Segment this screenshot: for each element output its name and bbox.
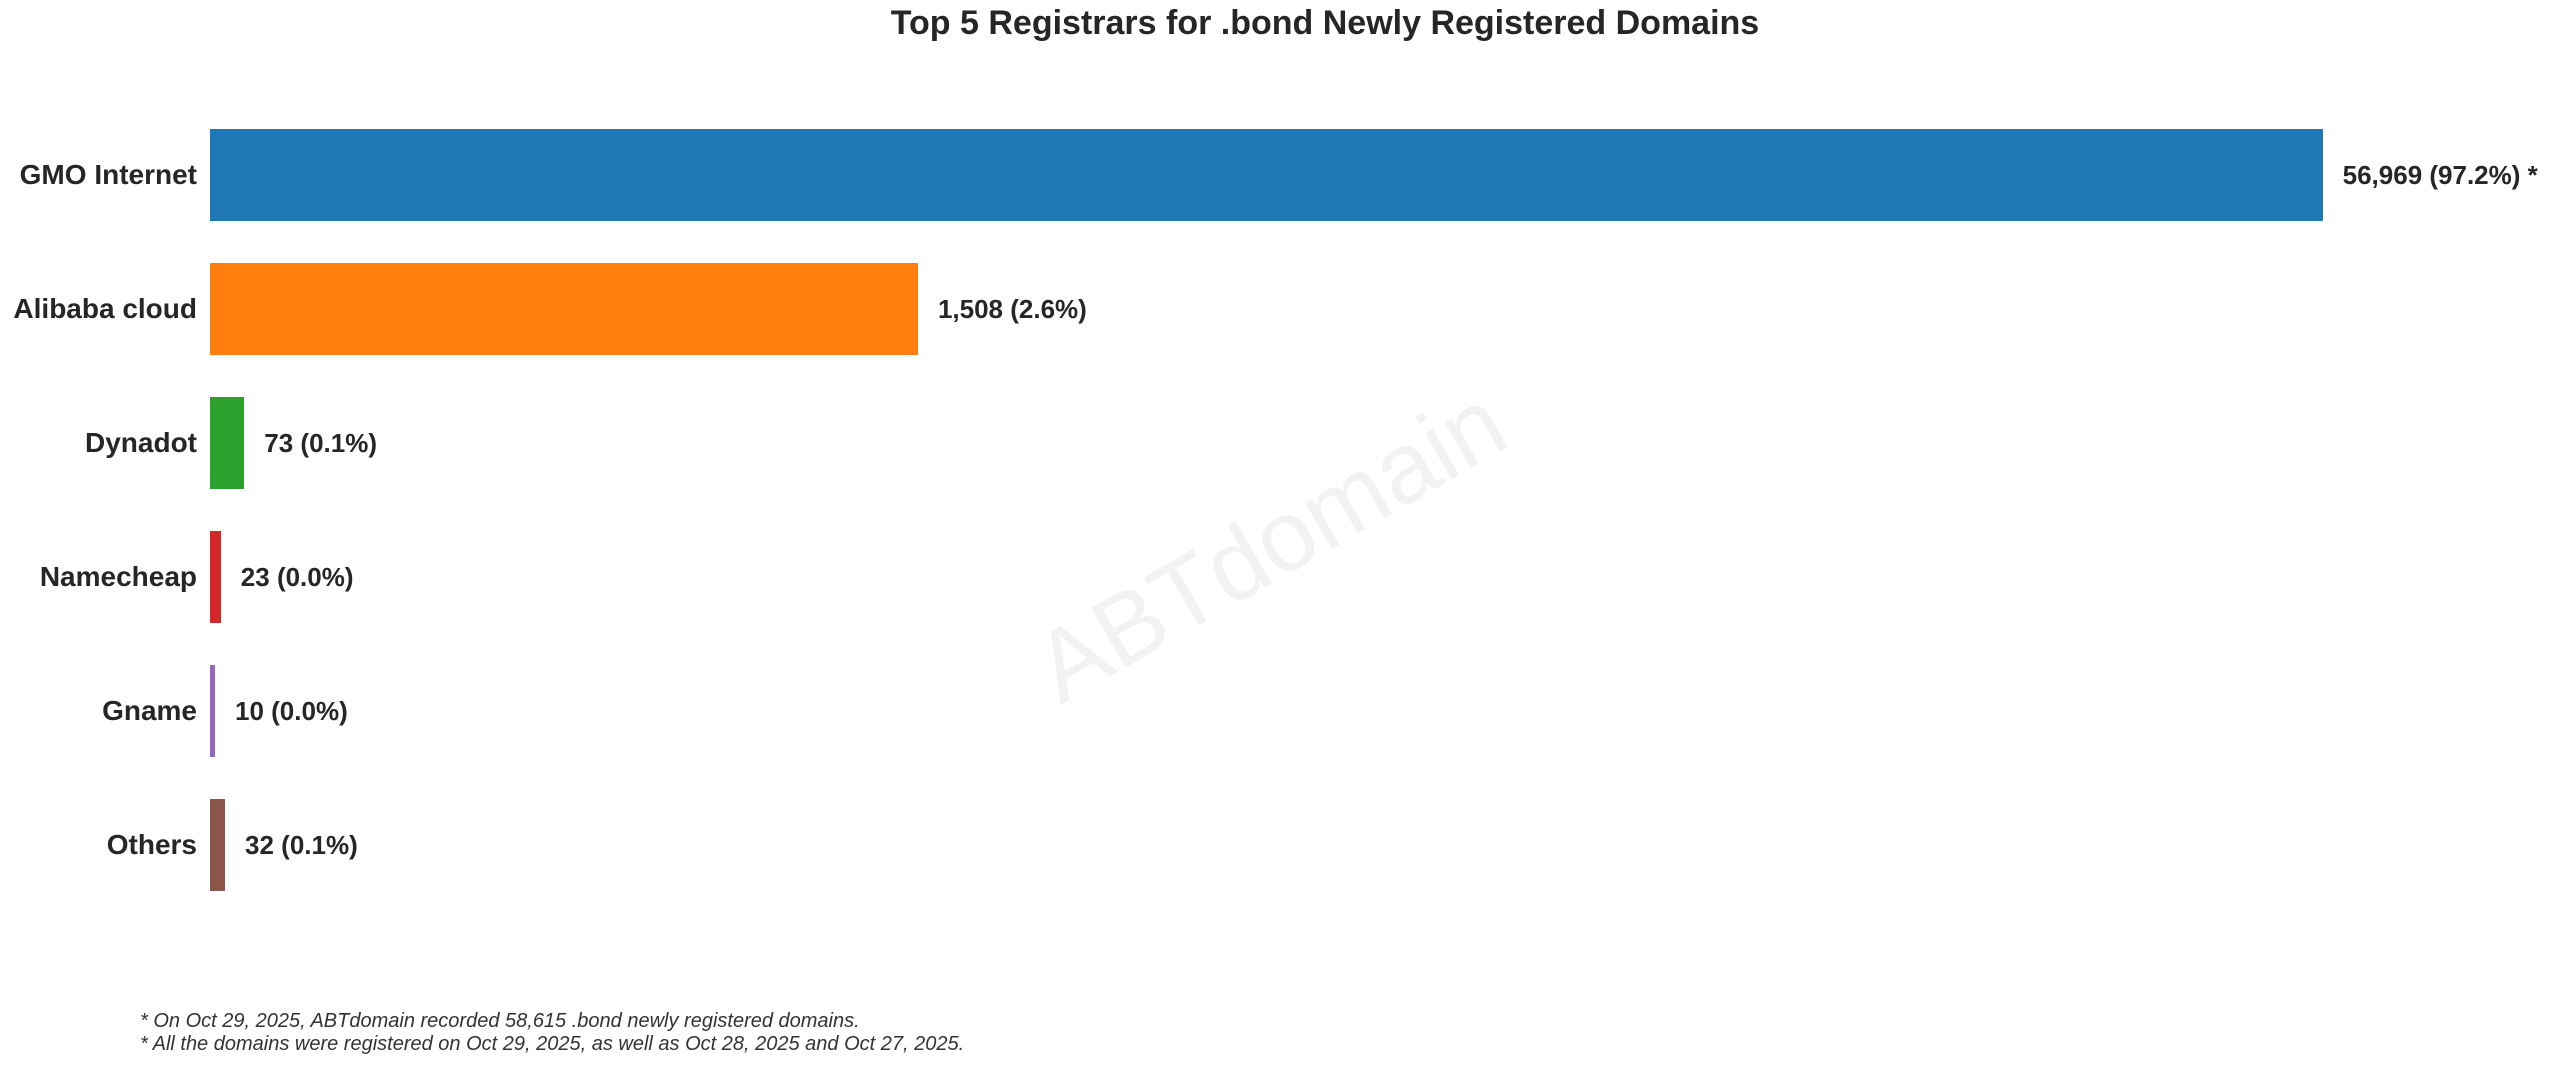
bar — [210, 263, 918, 355]
bar-row: Namecheap 23 (0.0%) — [0, 510, 2560, 644]
value-label: 10 (0.0%) — [235, 695, 348, 726]
bar-row: Dynadot 73 (0.1%) — [0, 376, 2560, 510]
value-label: 32 (0.1%) — [245, 829, 358, 860]
category-label: Alibaba cloud — [13, 293, 197, 324]
value-label: 1,508 (2.6%) — [937, 293, 1087, 324]
bar-row: Gname 10 (0.0%) — [0, 644, 2560, 778]
category-label: Others — [106, 829, 197, 860]
chart-title: Top 5 Registrars for .bond Newly Registe… — [890, 4, 1760, 42]
value-label: 73 (0.1%) — [264, 427, 377, 458]
footnote-line-1: * On Oct 29, 2025, ABTdomain recorded 58… — [140, 1010, 860, 1032]
bar-row: Others 32 (0.1%) — [0, 778, 2560, 912]
bar — [210, 129, 2323, 221]
bar-track: 1,508 (2.6%) — [210, 242, 2440, 376]
footnotes: * On Oct 29, 2025, ABTdomain recorded 58… — [140, 1010, 964, 1056]
bar-track: 32 (0.1%) — [210, 778, 2440, 912]
value-label: 56,969 (97.2%) * — [2342, 159, 2538, 190]
bar-track: 73 (0.1%) — [210, 376, 2440, 510]
category-label: GMO Internet — [19, 159, 197, 190]
value-label: 23 (0.0%) — [240, 561, 354, 592]
bar-track: 10 (0.0%) — [210, 644, 2440, 778]
bar — [210, 799, 226, 891]
category-label: Dynadot — [85, 427, 197, 458]
bar-row: Alibaba cloud 1,508 (2.6%) — [0, 242, 2560, 376]
bar-track: 23 (0.0%) — [210, 510, 2440, 644]
bar — [210, 531, 221, 623]
category-label: Gname — [102, 695, 197, 726]
bar-track: 56,969 (97.2%) * — [210, 108, 2538, 242]
bar-rows: GMO Internet 56,969 (97.2%) * Alibaba cl… — [0, 108, 2560, 912]
bar — [210, 397, 245, 489]
footnote-line-2: * All the domains were registered on Oct… — [140, 1033, 965, 1055]
bar-row: GMO Internet 56,969 (97.2%) * — [0, 108, 2560, 242]
bar — [210, 665, 215, 757]
category-label: Namecheap — [39, 561, 197, 592]
